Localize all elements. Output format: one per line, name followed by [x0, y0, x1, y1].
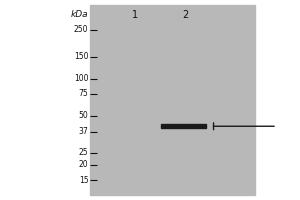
- Bar: [90, 5, 255, 195]
- Text: 50: 50: [79, 111, 88, 120]
- Text: 20: 20: [79, 160, 88, 169]
- Text: 100: 100: [74, 74, 88, 83]
- Text: 2: 2: [182, 10, 188, 20]
- Text: kDa: kDa: [70, 10, 88, 19]
- Text: 37: 37: [79, 127, 88, 136]
- Text: 75: 75: [79, 89, 88, 98]
- Bar: [160, 124, 206, 128]
- Text: 15: 15: [79, 176, 88, 185]
- Text: 250: 250: [74, 25, 88, 34]
- Text: 1: 1: [132, 10, 138, 20]
- Text: 150: 150: [74, 52, 88, 61]
- Text: 25: 25: [79, 148, 88, 157]
